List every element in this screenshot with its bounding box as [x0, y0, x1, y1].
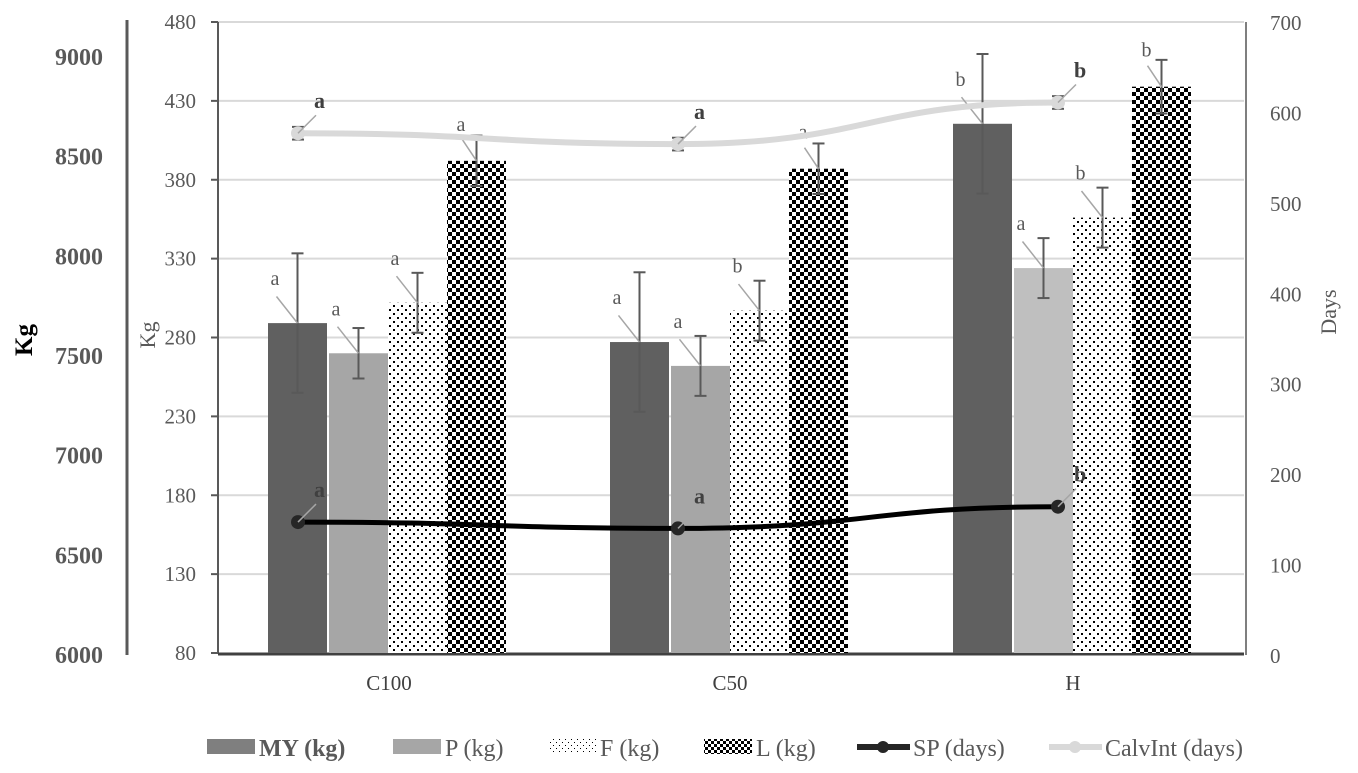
significance-letter: b: [733, 256, 743, 278]
lines: a a b a a b: [291, 57, 1086, 536]
right-tick-label: 400: [1270, 282, 1302, 306]
outer-tick-label: 9000: [55, 45, 103, 71]
outer-tick-label: 8500: [55, 145, 103, 171]
letter-leader: [677, 509, 697, 529]
legend: MY (kg) P (kg) F (kg) L (kg) SP (days) CalvIn…: [207, 736, 1243, 762]
significance-letter: a: [613, 287, 622, 309]
inner-tick-label: 130: [165, 562, 197, 586]
category-label: C50: [712, 671, 747, 695]
significance-letter: a: [799, 122, 808, 144]
right-tick-label: 300: [1270, 373, 1302, 397]
outer-left-axis: 6000 6500 7000 7500 8000 8500 9000: [55, 20, 129, 669]
bar-f-h: [1073, 217, 1132, 654]
letter-leader: [803, 147, 820, 170]
legend-swatch: [207, 739, 255, 754]
letter-leader: [1146, 65, 1163, 88]
letter-leader: [677, 125, 697, 145]
bars: a a b a a a a b b a a b: [268, 40, 1191, 654]
significance-letter: a: [314, 88, 325, 113]
letter-leader: [275, 296, 299, 324]
category-label: C100: [366, 671, 412, 695]
letter-leader: [1021, 241, 1045, 269]
legend-swatch: [548, 739, 596, 754]
inner-tick-label: 230: [165, 404, 197, 428]
bar-l-c50: [789, 168, 848, 653]
right-tick-label: 600: [1270, 101, 1302, 125]
right-tick-label: 200: [1270, 463, 1302, 487]
legend-marker: [1069, 741, 1081, 753]
significance-letter: a: [391, 248, 400, 270]
letter-leader: [297, 503, 317, 523]
inner-tick-label: 430: [165, 89, 197, 113]
legend-label: L (kg): [756, 736, 816, 762]
significance-letter: a: [271, 268, 280, 290]
letter-leader: [617, 314, 641, 343]
inner-tick-label: 180: [165, 483, 197, 507]
outer-tick-label: 7500: [55, 344, 103, 370]
bar-f-c50: [730, 310, 789, 653]
inner-tick-label: 280: [165, 326, 197, 350]
legend-label: MY (kg): [259, 736, 345, 762]
letter-leader: [737, 283, 761, 312]
outer-tick-label: 8000: [55, 244, 103, 270]
letter-leader: [960, 96, 984, 125]
significance-letter: a: [694, 483, 705, 508]
significance-letter: a: [694, 99, 705, 124]
right-axis-title: Days: [1316, 289, 1341, 334]
category-label: H: [1065, 671, 1080, 695]
significance-letter: b: [956, 69, 966, 91]
category-labels: C100 C50 H: [366, 671, 1080, 695]
inner-tick-label: 480: [165, 10, 197, 34]
significance-letter: a: [332, 298, 341, 320]
legend-label: CalvInt (days): [1105, 736, 1243, 762]
significance-letter: b: [1074, 57, 1086, 82]
inner-left-axis: 80 130 180 230 280 330 380 430 480: [165, 10, 219, 665]
outer-tick-label: 6000: [55, 643, 103, 669]
bar-p-h: [1014, 268, 1073, 653]
letter-leader: [297, 114, 317, 134]
letter-leader: [395, 275, 419, 304]
bar-f-c100: [388, 302, 447, 653]
bar-l-c100: [447, 160, 506, 653]
letter-leader: [336, 326, 360, 354]
bar-l-h: [1132, 86, 1191, 654]
significance-letter: a: [457, 114, 466, 136]
outer-tick-label: 6500: [55, 543, 103, 569]
letter-leader: [1057, 83, 1077, 104]
outer-axis-title: Kg: [11, 324, 38, 356]
significance-letter: a: [674, 311, 683, 333]
legend-swatch: [704, 739, 752, 754]
significance-letter: b: [1074, 462, 1086, 487]
right-tick-label: 100: [1270, 554, 1302, 578]
letter-leader: [1080, 190, 1104, 219]
inner-tick-label: 80: [175, 641, 196, 665]
bar-my-h: [953, 123, 1012, 653]
legend-label: P (kg): [445, 736, 503, 762]
right-tick-label: 500: [1270, 192, 1302, 216]
right-tick-label: 700: [1270, 11, 1302, 35]
letter-leader: [1057, 488, 1077, 508]
right-tick-label: 0: [1270, 644, 1281, 668]
letter-leader: [678, 338, 702, 367]
inner-axis-title: Kg: [135, 322, 160, 349]
significance-letter: b: [1076, 163, 1086, 185]
inner-tick-label: 330: [165, 247, 197, 271]
significance-letter: a: [1017, 213, 1026, 235]
legend-label: F (kg): [600, 736, 659, 762]
inner-tick-label: 380: [165, 168, 197, 192]
significance-letter: a: [314, 477, 325, 502]
right-days-axis: 0 100 200 300 400 500 600 700: [218, 11, 1302, 668]
bar-p-c100: [329, 353, 388, 653]
legend-swatch: [393, 739, 441, 754]
outer-tick-label: 7000: [55, 444, 103, 470]
letter-leader: [461, 139, 478, 162]
significance-letter: b: [1142, 40, 1152, 62]
legend-label: SP (days): [913, 736, 1005, 762]
bar-p-c50: [671, 365, 730, 653]
legend-marker: [877, 741, 889, 753]
